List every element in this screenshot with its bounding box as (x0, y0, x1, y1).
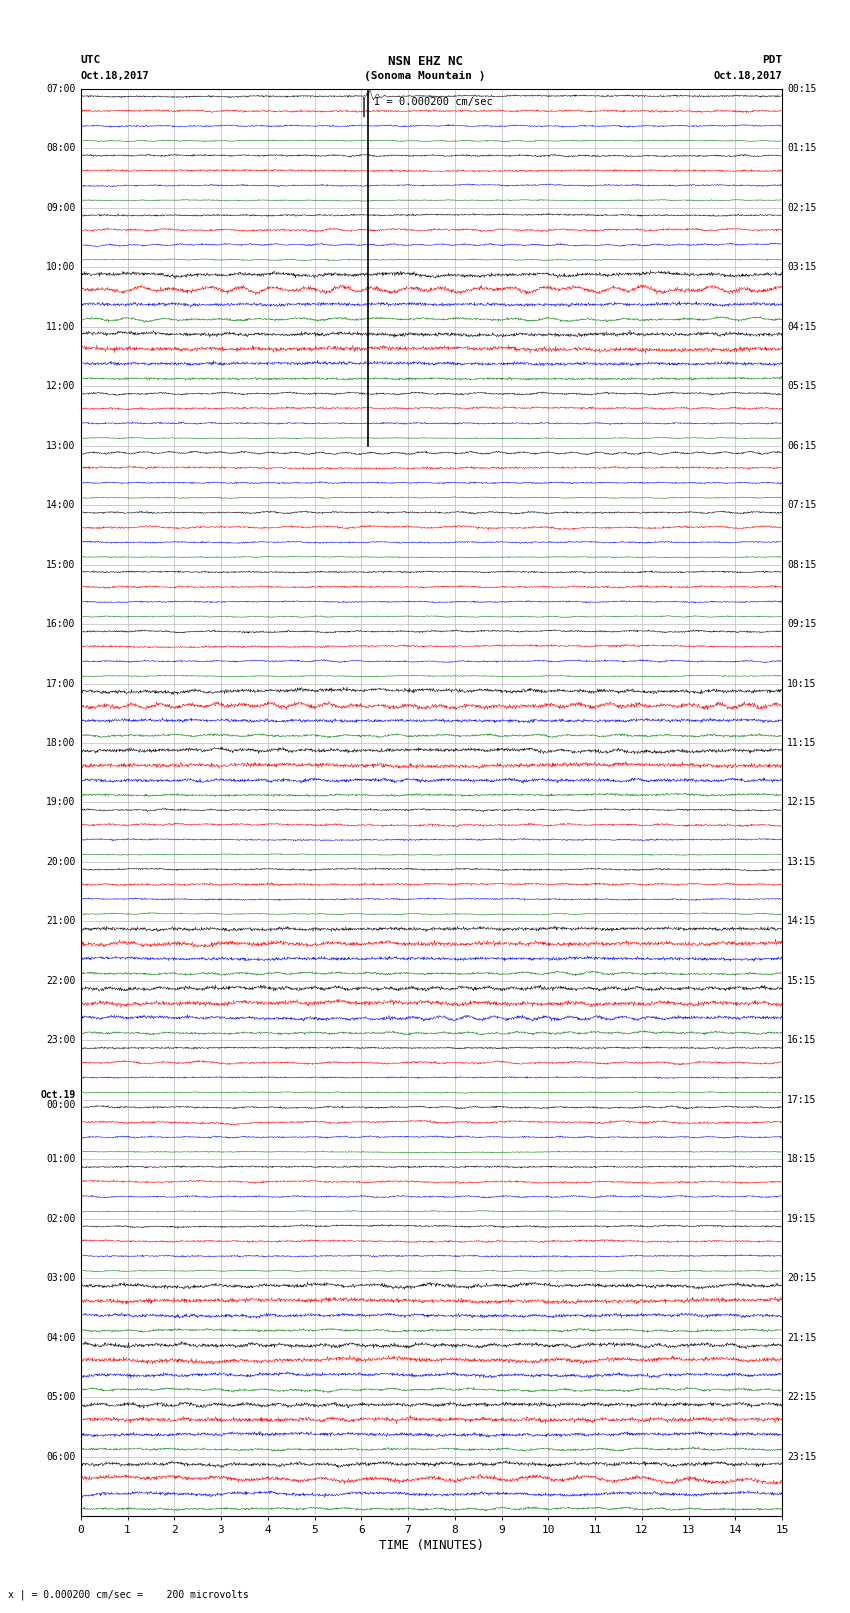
Text: 21:15: 21:15 (787, 1332, 817, 1342)
Text: 09:00: 09:00 (46, 203, 76, 213)
Text: 13:15: 13:15 (787, 857, 817, 866)
Text: x | = 0.000200 cm/sec =    200 microvolts: x | = 0.000200 cm/sec = 200 microvolts (8, 1589, 249, 1600)
Text: 22:00: 22:00 (46, 976, 76, 986)
Text: 23:00: 23:00 (46, 1036, 76, 1045)
Text: 05:00: 05:00 (46, 1392, 76, 1402)
Text: 11:15: 11:15 (787, 739, 817, 748)
Text: 15:15: 15:15 (787, 976, 817, 986)
Text: 13:00: 13:00 (46, 440, 76, 450)
Text: 14:15: 14:15 (787, 916, 817, 926)
Text: 10:00: 10:00 (46, 263, 76, 273)
Text: 09:15: 09:15 (787, 619, 817, 629)
Text: 03:15: 03:15 (787, 263, 817, 273)
Text: 06:00: 06:00 (46, 1452, 76, 1461)
Text: 00:15: 00:15 (787, 84, 817, 94)
Text: 20:15: 20:15 (787, 1273, 817, 1284)
Text: 02:15: 02:15 (787, 203, 817, 213)
Text: 16:00: 16:00 (46, 619, 76, 629)
Text: 14:00: 14:00 (46, 500, 76, 510)
Text: 08:15: 08:15 (787, 560, 817, 569)
Text: PDT: PDT (762, 55, 782, 65)
Text: Oct.19: Oct.19 (41, 1090, 76, 1100)
Text: 20:00: 20:00 (46, 857, 76, 866)
Text: 04:00: 04:00 (46, 1332, 76, 1342)
Text: 00:00: 00:00 (46, 1100, 76, 1110)
Text: 02:00: 02:00 (46, 1215, 76, 1224)
Text: 18:00: 18:00 (46, 739, 76, 748)
Text: (Sonoma Mountain ): (Sonoma Mountain ) (365, 71, 485, 81)
Text: Oct.18,2017: Oct.18,2017 (713, 71, 782, 81)
Text: 19:15: 19:15 (787, 1215, 817, 1224)
Text: 11:00: 11:00 (46, 321, 76, 332)
Text: 15:00: 15:00 (46, 560, 76, 569)
Text: 18:15: 18:15 (787, 1155, 817, 1165)
Text: UTC: UTC (81, 55, 101, 65)
Text: 23:15: 23:15 (787, 1452, 817, 1461)
Text: I = 0.000200 cm/sec: I = 0.000200 cm/sec (374, 97, 493, 106)
Text: 08:00: 08:00 (46, 144, 76, 153)
Text: 21:00: 21:00 (46, 916, 76, 926)
Text: 07:15: 07:15 (787, 500, 817, 510)
Text: 16:15: 16:15 (787, 1036, 817, 1045)
Text: 17:15: 17:15 (787, 1095, 817, 1105)
Text: 12:15: 12:15 (787, 797, 817, 808)
Text: 19:00: 19:00 (46, 797, 76, 808)
Text: 12:00: 12:00 (46, 381, 76, 390)
Text: NSN EHZ NC: NSN EHZ NC (388, 55, 462, 68)
Text: 06:15: 06:15 (787, 440, 817, 450)
Text: 03:00: 03:00 (46, 1273, 76, 1284)
Text: Oct.18,2017: Oct.18,2017 (81, 71, 150, 81)
Text: 07:00: 07:00 (46, 84, 76, 94)
Text: 17:00: 17:00 (46, 679, 76, 689)
Text: 01:15: 01:15 (787, 144, 817, 153)
Text: │: │ (359, 97, 369, 118)
Text: 01:00: 01:00 (46, 1155, 76, 1165)
Text: 04:15: 04:15 (787, 321, 817, 332)
Text: 05:15: 05:15 (787, 381, 817, 390)
Text: 22:15: 22:15 (787, 1392, 817, 1402)
X-axis label: TIME (MINUTES): TIME (MINUTES) (379, 1539, 484, 1552)
Text: 10:15: 10:15 (787, 679, 817, 689)
